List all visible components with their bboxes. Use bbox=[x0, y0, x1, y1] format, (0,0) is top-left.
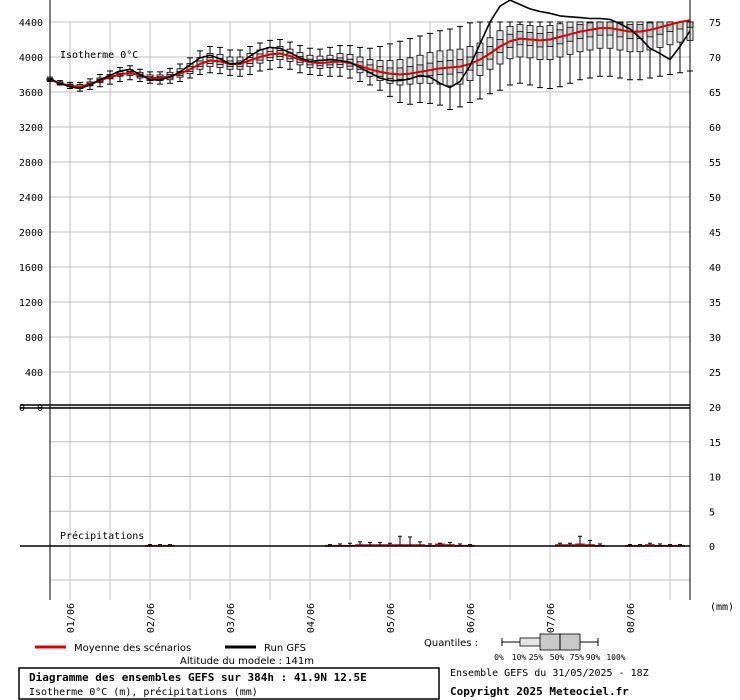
right-tick-label: 25 bbox=[709, 368, 721, 379]
legend-mean-label: Moyenne des scénarios bbox=[74, 642, 191, 654]
quantile-tick-label: 75% bbox=[570, 653, 585, 662]
chart-subtitle: Isotherme 0°C (m), précipitations (mm) bbox=[29, 686, 258, 698]
boxplot bbox=[446, 28, 454, 110]
right-tick-label: 70 bbox=[709, 53, 721, 64]
boxplot bbox=[546, 21, 554, 89]
boxplot bbox=[426, 32, 434, 104]
boxplot bbox=[496, 21, 504, 91]
boxplot bbox=[566, 21, 574, 84]
boxplot bbox=[666, 21, 674, 75]
boxplot bbox=[416, 35, 424, 103]
right-tick-label: 50 bbox=[709, 193, 721, 204]
precipitation-label: Précipitations bbox=[60, 530, 144, 542]
boxplot bbox=[406, 38, 414, 105]
isotherm-label: Isotherme 0°C bbox=[60, 50, 138, 61]
boxplot bbox=[516, 21, 524, 84]
left-tick-label: 400 bbox=[25, 368, 43, 379]
legend-quantiles-label: Quantiles : bbox=[424, 638, 478, 649]
left-tick-label: 3600 bbox=[19, 88, 43, 99]
quantile-tick-label: 0% bbox=[494, 653, 504, 662]
date-tick-label: 08/06 bbox=[626, 603, 637, 633]
grid bbox=[50, 21, 690, 600]
date-tick-label: 03/06 bbox=[226, 603, 237, 633]
right-tick-label: 65 bbox=[709, 88, 721, 99]
right-tick-label: 55 bbox=[709, 158, 721, 169]
gfs-line bbox=[50, 0, 690, 90]
date-tick-label: 06/06 bbox=[466, 603, 477, 633]
boxplot bbox=[606, 21, 614, 77]
date-tick-label: 02/06 bbox=[146, 603, 157, 633]
precip-unit-label: (mm) bbox=[710, 602, 734, 613]
title-box bbox=[18, 667, 440, 700]
box-inner bbox=[666, 21, 674, 33]
right-tick-label: 35 bbox=[709, 298, 721, 309]
quantile-tick-label: 100% bbox=[606, 653, 625, 662]
precipitation-bars bbox=[145, 535, 685, 547]
series-lines bbox=[50, 0, 690, 90]
left-tick-label: 800 bbox=[25, 333, 43, 344]
quantile-tick-label: 90% bbox=[586, 653, 601, 662]
date-tick-label: 05/06 bbox=[386, 603, 397, 633]
boxplot bbox=[386, 43, 394, 97]
altitude-text: Altitude du modele : 141m bbox=[180, 656, 314, 667]
right-tick-label: 45 bbox=[709, 228, 721, 239]
legend-gfs-label: Run GFS bbox=[264, 643, 306, 654]
quantile-tick-label: 50% bbox=[550, 653, 565, 662]
boxplot bbox=[536, 21, 544, 89]
quantile-tick-label: 25% bbox=[529, 653, 544, 662]
right-tick-label: 40 bbox=[709, 263, 721, 274]
boxplot bbox=[556, 21, 564, 88]
date-tick-label: 04/06 bbox=[306, 603, 317, 633]
date-tick-label: 07/06 bbox=[546, 603, 557, 633]
copyright-text: Copyright 2025 Meteociel.fr bbox=[450, 685, 629, 698]
left-tick-label: 1600 bbox=[19, 263, 43, 274]
boxplot bbox=[396, 40, 404, 103]
left-tick-label: 0 bbox=[19, 403, 25, 414]
right-tick-label: 10 bbox=[709, 473, 721, 484]
boxplot bbox=[366, 47, 374, 86]
left-tick-label: 2000 bbox=[19, 228, 43, 239]
right-tick-label: 60 bbox=[709, 123, 721, 134]
right-tick-label: 0 bbox=[709, 542, 715, 553]
boxplot bbox=[506, 21, 514, 86]
boxplot bbox=[526, 21, 534, 86]
right-tick-label: 20 bbox=[709, 403, 721, 414]
left-tick-label: 1200 bbox=[19, 298, 43, 309]
quantile-tick-label: 10% bbox=[512, 653, 527, 662]
left-tick-label: 2800 bbox=[19, 158, 43, 169]
left-tick-label: 4400 bbox=[19, 18, 43, 29]
quantile-key: 0% 10% 25% 50% 75% 90% 100% bbox=[494, 633, 626, 662]
boxplot bbox=[486, 21, 494, 95]
boxplot bbox=[656, 21, 664, 77]
mean-line bbox=[50, 19, 690, 88]
boxplot bbox=[376, 46, 384, 91]
legend: Moyenne des scénarios Run GFS Quantiles … bbox=[35, 633, 626, 662]
left-tick-label: 2400 bbox=[19, 193, 43, 204]
left-tick-label: 3200 bbox=[19, 123, 43, 134]
right-tick-label: 30 bbox=[709, 333, 721, 344]
chart-title: Diagramme des ensembles GEFS sur 384h : … bbox=[29, 671, 367, 684]
date-tick-label: 01/06 bbox=[66, 603, 77, 633]
right-tick-label: 75 bbox=[709, 18, 721, 29]
isotherm-boxplots bbox=[46, 21, 694, 110]
right-tick-label: 5 bbox=[709, 507, 715, 518]
boxplot bbox=[596, 21, 604, 77]
left-tick-label: 4000 bbox=[19, 53, 43, 64]
right-tick-label: 15 bbox=[709, 438, 721, 449]
ensemble-run-text: Ensemble GEFS du 31/05/2025 - 18Z bbox=[450, 668, 649, 679]
